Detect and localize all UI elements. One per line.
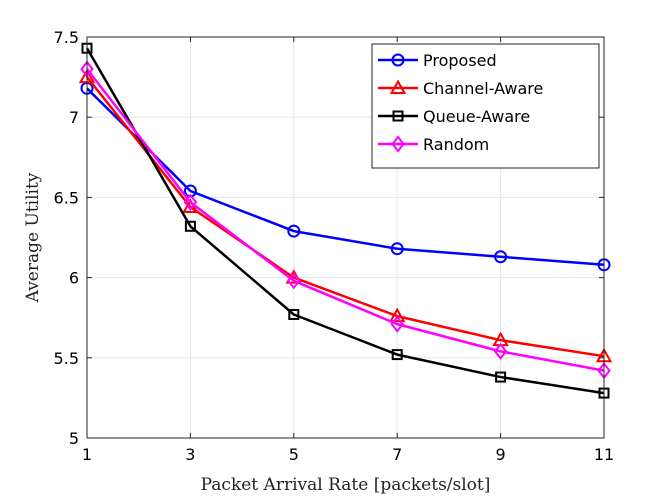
x-tick-label: 5 xyxy=(289,445,299,464)
data-point-queue-aware xyxy=(184,220,196,232)
x-tick-label: 7 xyxy=(392,445,402,464)
ticks: 1 3 5 7 9 11 5 5.5 6 6.5 7 7.5 xyxy=(54,28,615,464)
legend-label-proposed: Proposed xyxy=(423,51,497,70)
series-line-proposed xyxy=(86,87,605,267)
legend-marker-random xyxy=(391,135,405,153)
series-layer xyxy=(78,42,613,399)
y-tick-label: 5.5 xyxy=(54,349,79,368)
x-tick-label: 9 xyxy=(496,445,506,464)
legend-label-channel-aware: Channel-Aware xyxy=(423,79,543,98)
data-point-random xyxy=(493,342,508,361)
y-tick-label: 6 xyxy=(69,269,79,288)
data-point-proposed xyxy=(287,224,301,238)
series-random xyxy=(80,60,611,380)
x-tick-label: 11 xyxy=(594,445,614,464)
data-point-proposed xyxy=(390,242,404,256)
y-tick-label: 7 xyxy=(69,108,79,127)
data-point-proposed xyxy=(494,250,508,264)
legend-box xyxy=(371,43,600,169)
data-point-random xyxy=(183,193,198,211)
series-proposed xyxy=(80,81,611,272)
data-point-queue-aware xyxy=(495,371,507,383)
y-tick-label: 7.5 xyxy=(54,28,79,47)
legend-marker-queue-aware xyxy=(392,110,404,122)
legend-label-queue-aware: Queue-Aware xyxy=(423,107,530,126)
data-point-random xyxy=(390,315,404,333)
series-line-queue-aware xyxy=(85,47,605,395)
series-line-channel-aware xyxy=(86,76,605,358)
series-line-random xyxy=(86,68,605,372)
series-queue-aware xyxy=(81,42,610,399)
data-point-queue-aware xyxy=(288,308,300,320)
x-axis-title: Packet Arrival Rate [packets/slot] xyxy=(201,475,491,495)
data-point-queue-aware xyxy=(391,349,403,361)
y-axis-title: Average Utility xyxy=(23,172,43,303)
y-tick-label: 5 xyxy=(69,429,79,448)
legend-marker-channel-aware xyxy=(389,79,407,94)
x-tick-label: 3 xyxy=(185,445,195,464)
legend-marker-proposed xyxy=(391,53,405,67)
data-point-random xyxy=(287,272,301,290)
x-tick-label: 1 xyxy=(82,445,92,464)
legend: Proposed Channel-Aware Queue-Aware Random xyxy=(371,43,600,169)
y-tick-label: 6.5 xyxy=(54,188,79,207)
plot-frame xyxy=(86,36,605,439)
data-point-channel-aware xyxy=(388,307,406,323)
legend-label-random: Random xyxy=(423,135,489,154)
